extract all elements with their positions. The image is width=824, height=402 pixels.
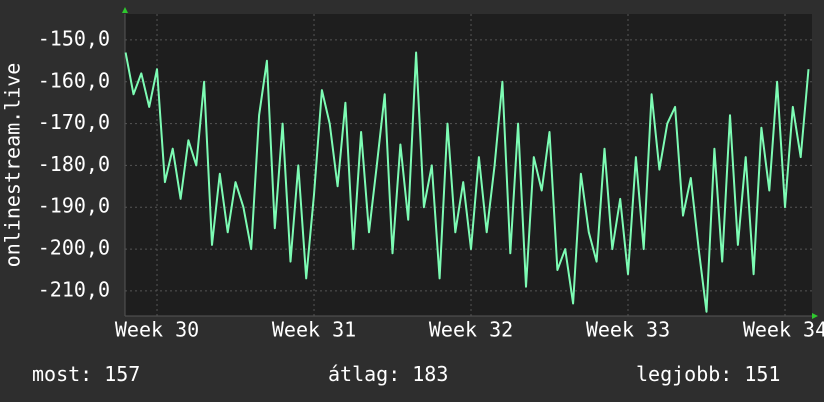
stat: átlag: 183 bbox=[328, 362, 448, 386]
stat: legjobb: 151 bbox=[636, 362, 780, 386]
x-arrow bbox=[812, 313, 818, 319]
y-axis-label: onlinestream.live bbox=[1, 63, 25, 268]
y-tick-label: -180,0 bbox=[38, 152, 110, 176]
stat-value: 157 bbox=[104, 362, 140, 386]
y-arrow bbox=[122, 7, 128, 13]
y-tick-label: -190,0 bbox=[38, 194, 110, 218]
x-tick-label: Week 33 bbox=[586, 318, 670, 342]
x-tick-label: Week 32 bbox=[429, 318, 513, 342]
stat-label: most: bbox=[32, 362, 92, 386]
x-tick-label: Week 31 bbox=[272, 318, 356, 342]
y-tick-label: -160,0 bbox=[38, 68, 110, 92]
y-tick-label: -200,0 bbox=[38, 236, 110, 260]
plot-area bbox=[125, 14, 812, 316]
y-tick-label: -210,0 bbox=[38, 277, 110, 301]
stat-value: 183 bbox=[412, 362, 448, 386]
stat: most: 157 bbox=[32, 362, 140, 386]
y-tick-label: -150,0 bbox=[38, 26, 110, 50]
x-tick-label: Week 34 bbox=[743, 318, 824, 342]
stat-label: legjobb: bbox=[636, 362, 732, 386]
x-tick-label: Week 30 bbox=[115, 318, 199, 342]
y-tick-label: -170,0 bbox=[38, 110, 110, 134]
stat-value: 151 bbox=[744, 362, 780, 386]
data-line bbox=[124, 51, 810, 313]
stat-label: átlag: bbox=[328, 362, 400, 386]
